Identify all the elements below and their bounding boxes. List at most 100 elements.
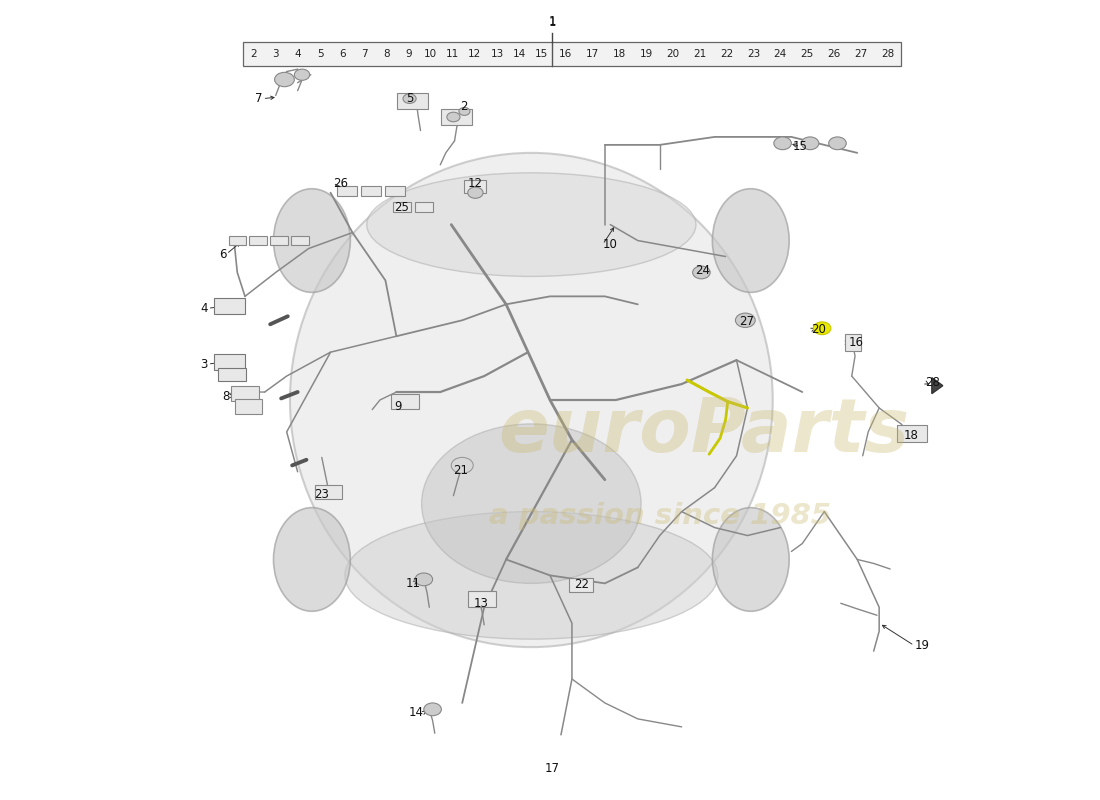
Text: 3: 3 [273, 49, 279, 59]
Bar [250, 236, 267, 246]
Ellipse shape [290, 153, 772, 647]
Ellipse shape [274, 508, 350, 611]
Text: 12: 12 [469, 49, 482, 59]
Bar [218, 368, 245, 381]
Text: 19: 19 [914, 639, 929, 652]
Circle shape [275, 72, 295, 86]
Bar [337, 186, 356, 196]
Text: 12: 12 [468, 177, 483, 190]
Bar [292, 236, 309, 246]
Text: 13: 13 [491, 49, 504, 59]
Bar [243, 42, 901, 66]
Circle shape [421, 424, 641, 583]
Bar [214, 354, 245, 370]
Text: 24: 24 [695, 264, 710, 278]
Text: 1: 1 [549, 15, 556, 28]
Bar [464, 180, 486, 193]
Bar [214, 298, 245, 314]
Circle shape [415, 573, 432, 586]
Text: 1: 1 [549, 16, 556, 30]
Text: 10: 10 [603, 238, 617, 251]
Text: 27: 27 [855, 49, 868, 59]
Text: 18: 18 [903, 430, 918, 442]
Text: 22: 22 [574, 578, 590, 591]
Text: 5: 5 [317, 49, 323, 59]
Bar [569, 578, 593, 592]
Circle shape [403, 94, 416, 103]
Text: 21: 21 [453, 464, 469, 477]
Text: 20: 20 [811, 323, 826, 336]
Circle shape [693, 266, 711, 279]
Text: 6: 6 [219, 248, 227, 261]
Circle shape [828, 137, 846, 150]
Text: 2: 2 [251, 49, 257, 59]
Text: 14: 14 [409, 706, 424, 719]
Circle shape [773, 137, 791, 150]
Text: 24: 24 [773, 49, 786, 59]
Polygon shape [932, 378, 943, 394]
Text: 11: 11 [405, 577, 420, 590]
Bar [234, 399, 262, 414]
Ellipse shape [713, 189, 789, 292]
Bar [271, 236, 288, 246]
Text: 15: 15 [535, 49, 548, 59]
Text: 5: 5 [406, 92, 414, 105]
Text: 14: 14 [513, 49, 526, 59]
Text: 22: 22 [720, 49, 734, 59]
Text: 8: 8 [222, 390, 230, 402]
Ellipse shape [366, 173, 696, 277]
Bar [231, 386, 258, 401]
Text: euroParts: euroParts [498, 395, 910, 468]
Text: 21: 21 [693, 49, 706, 59]
Circle shape [468, 187, 483, 198]
Bar [845, 334, 861, 351]
Circle shape [459, 107, 470, 115]
Bar [315, 485, 342, 499]
Circle shape [736, 313, 756, 327]
Bar [896, 425, 927, 442]
Text: 18: 18 [613, 49, 626, 59]
Text: 11: 11 [447, 49, 460, 59]
Text: 17: 17 [544, 762, 560, 775]
Text: a passion since 1985: a passion since 1985 [488, 502, 830, 530]
Bar [441, 109, 472, 125]
Circle shape [451, 458, 473, 474]
Text: 4: 4 [200, 302, 208, 315]
Text: 9: 9 [405, 49, 411, 59]
Bar [392, 394, 419, 409]
Ellipse shape [713, 508, 789, 611]
Bar [469, 591, 496, 607]
Text: 23: 23 [747, 49, 760, 59]
Circle shape [295, 69, 310, 80]
Text: 25: 25 [801, 49, 814, 59]
Ellipse shape [344, 512, 718, 639]
Text: 9: 9 [394, 400, 402, 413]
Text: 13: 13 [473, 597, 488, 610]
Text: 28: 28 [881, 49, 894, 59]
Circle shape [447, 112, 460, 122]
Bar [385, 186, 405, 196]
Text: 15: 15 [793, 140, 807, 153]
Text: 16: 16 [848, 336, 864, 349]
Text: 7: 7 [361, 49, 367, 59]
Text: 7: 7 [255, 92, 263, 105]
Bar [361, 186, 381, 196]
Text: 28: 28 [925, 376, 940, 389]
Text: 3: 3 [200, 358, 208, 370]
Text: 27: 27 [739, 315, 754, 328]
Circle shape [424, 703, 441, 716]
Ellipse shape [274, 189, 350, 292]
Text: 6: 6 [339, 49, 345, 59]
Bar [393, 202, 410, 212]
Text: 16: 16 [559, 49, 572, 59]
Text: 23: 23 [315, 487, 329, 501]
Text: 25: 25 [394, 201, 409, 214]
Bar [415, 202, 432, 212]
Text: 8: 8 [383, 49, 389, 59]
Text: 26: 26 [827, 49, 840, 59]
Text: 19: 19 [639, 49, 652, 59]
Circle shape [813, 322, 830, 334]
Text: 2: 2 [460, 100, 467, 113]
Text: 10: 10 [425, 49, 437, 59]
Text: 26: 26 [332, 177, 348, 190]
